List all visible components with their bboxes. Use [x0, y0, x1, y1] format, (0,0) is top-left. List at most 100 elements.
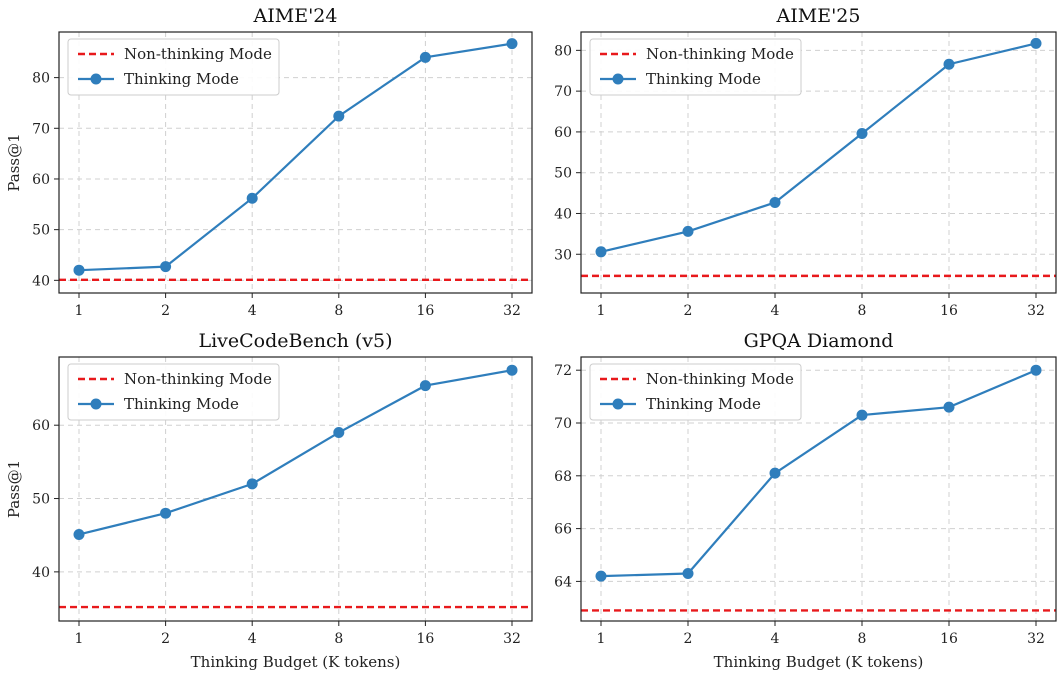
thinking-mode-point [333, 427, 345, 439]
legend-label-non-thinking: Non-thinking Mode [124, 370, 272, 388]
thinking-mode-point [595, 246, 607, 258]
y-tick-label: 70 [32, 121, 50, 137]
legend-marker [612, 398, 624, 410]
y-tick-label: 70 [554, 84, 572, 100]
legend-marker [90, 398, 102, 410]
thinking-mode-point [333, 110, 345, 122]
thinking-mode-point [682, 567, 694, 579]
legend: Non-thinking Mode Thinking Mode [67, 38, 280, 96]
y-tick-label: 80 [32, 71, 50, 87]
legend-label-thinking: Thinking Mode [124, 395, 239, 413]
thinking-mode-line [600, 369, 1037, 578]
legend-label-non-thinking: Non-thinking Mode [646, 45, 794, 63]
chart-title: GPQA Diamond [744, 330, 894, 352]
legend-marker [612, 73, 624, 85]
x-tick-label: 16 [416, 303, 434, 319]
x-tick-label: 8 [334, 631, 343, 647]
x-tick-label: 1 [75, 631, 84, 647]
x-tick-label: 8 [334, 303, 343, 319]
thinking-mode-point [73, 264, 85, 276]
legend: Non-thinking Mode Thinking Mode [589, 363, 802, 421]
y-tick-label: 60 [32, 418, 50, 434]
thinking-mode-point [682, 225, 694, 237]
thinking-mode-point [1030, 37, 1042, 49]
thinking-mode-point [943, 58, 955, 70]
x-tick-label: 1 [597, 631, 606, 647]
x-tick-label: 8 [858, 631, 867, 647]
x-tick-label: 2 [684, 631, 693, 647]
x-tick-label: 2 [161, 631, 170, 647]
y-tick-label: 72 [554, 363, 572, 379]
legend-label-thinking: Thinking Mode [124, 70, 239, 88]
legend-marker [90, 73, 102, 85]
chart-panel-4: 1 2 4 8 16 32 64 66 68 70 72 GPQA Diamond Thinking B… [554, 330, 1057, 671]
thinking-mode-point [769, 467, 781, 479]
y-tick-label: 70 [554, 416, 572, 432]
chart-title: AIME'25 [776, 5, 861, 27]
x-tick-label: 32 [503, 631, 521, 647]
thinking-mode-point [246, 478, 258, 490]
thinking-mode-point [856, 409, 868, 421]
x-tick-label: 16 [940, 303, 958, 319]
legend: Non-thinking Mode Thinking Mode [67, 363, 280, 421]
thinking-mode-point [1030, 364, 1042, 376]
chart-title: LiveCodeBench (v5) [198, 330, 392, 352]
thinking-mode-point [595, 570, 607, 582]
x-tick-label: 32 [503, 303, 521, 319]
x-tick-label: 16 [416, 631, 434, 647]
plot-frame [580, 356, 1057, 622]
y-tick-label: 40 [554, 206, 572, 222]
thinking-mode-point [943, 401, 955, 413]
y-tick-label: 50 [32, 223, 50, 239]
thinking-mode-point [73, 528, 85, 540]
x-tick-label: 1 [597, 303, 606, 319]
thinking-mode-point [856, 128, 868, 140]
y-tick-label: 64 [554, 574, 572, 590]
chart-panel-2: 1 2 4 8 16 32 30 40 50 60 70 80 AIME'25 Non-thinking … [554, 5, 1057, 319]
legend-label-thinking: Thinking Mode [646, 395, 761, 413]
y-tick-label: 50 [554, 166, 572, 182]
x-tick-label: 8 [858, 303, 867, 319]
y-tick-label: 66 [554, 522, 572, 538]
thinking-mode-point [160, 507, 172, 519]
x-tick-label: 32 [1027, 303, 1045, 319]
y-tick-label: 40 [32, 565, 50, 581]
x-tick-label: 16 [940, 631, 958, 647]
legend-label-non-thinking: Non-thinking Mode [646, 370, 794, 388]
chart-panel-1: 1 2 4 8 16 32 40 50 60 70 80 AIME'24 Pass@1 Non-think… [5, 5, 533, 319]
legend: Non-thinking Mode Thinking Mode [589, 38, 802, 96]
thinking-mode-line [78, 42, 513, 272]
legend-box [67, 38, 280, 96]
thinking-mode-point [769, 196, 781, 208]
legend-box [67, 363, 280, 421]
thinking-mode-line [78, 369, 513, 536]
thinking-mode-point [506, 38, 518, 50]
y-tick-label: 68 [554, 469, 572, 485]
thinking-mode-point [246, 192, 258, 204]
plot-frame [580, 31, 1057, 294]
plot-frame [58, 31, 533, 294]
plot-frame [58, 356, 533, 622]
thinking-mode-point [419, 380, 431, 392]
x-tick-label: 2 [684, 303, 693, 319]
y-axis-label: Pass@1 [5, 460, 23, 518]
y-tick-label: 80 [554, 43, 572, 59]
x-axis-label: Thinking Budget (K tokens) [191, 653, 401, 671]
thinking-mode-point [419, 51, 431, 63]
y-tick-label: 60 [554, 125, 572, 141]
legend-box [589, 363, 802, 421]
x-tick-label: 2 [161, 303, 170, 319]
y-axis-label: Pass@1 [5, 133, 23, 191]
x-tick-label: 1 [75, 303, 84, 319]
legend-box [589, 38, 802, 96]
x-axis-label: Thinking Budget (K tokens) [714, 653, 924, 671]
x-tick-label: 32 [1027, 631, 1045, 647]
thinking-mode-point [506, 364, 518, 376]
thinking-mode-point [160, 261, 172, 273]
y-tick-label: 40 [32, 273, 50, 289]
y-tick-label: 60 [32, 172, 50, 188]
thinking-mode-line [600, 42, 1037, 253]
y-tick-label: 30 [554, 247, 572, 263]
y-tick-label: 50 [32, 492, 50, 508]
